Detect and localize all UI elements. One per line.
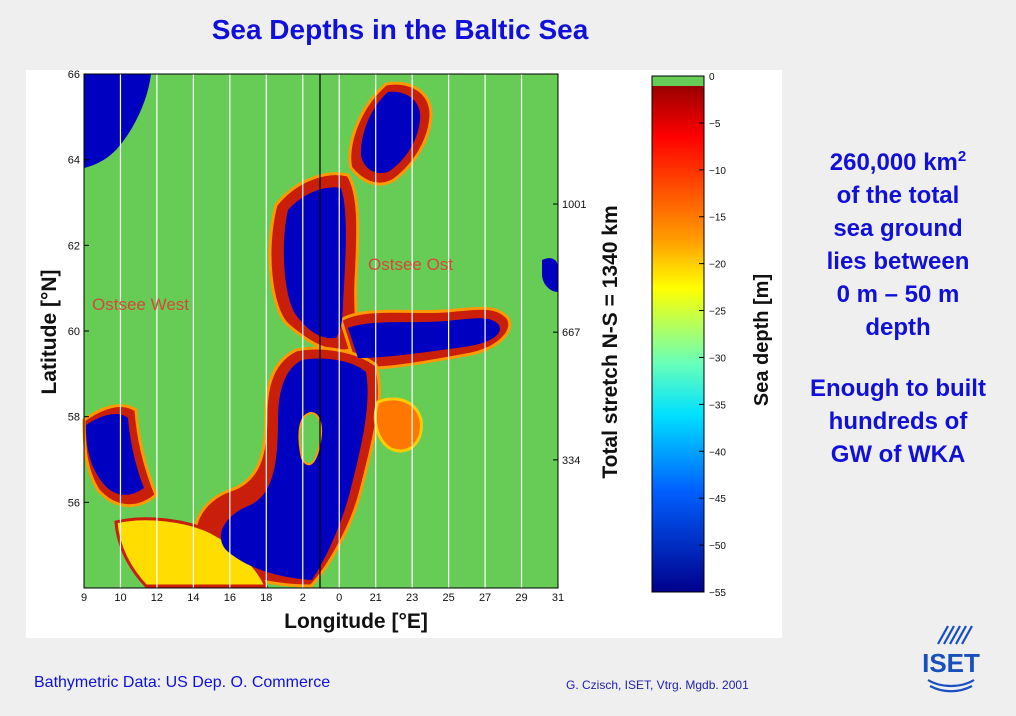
x-tick-label: 9 (81, 592, 87, 604)
bothnian-sea-deep (283, 187, 346, 339)
colorbar-tick-label: −30 (709, 353, 726, 364)
baltic-proper-deep (220, 358, 368, 580)
colorbar-tick-label: −10 (709, 166, 726, 177)
x-tick-label: 31 (552, 592, 564, 604)
colorbar-tick-label: −25 (709, 307, 726, 318)
logo-text: ISET (922, 648, 980, 678)
capacity-note: Enough to built hundreds of GW of WKA (790, 372, 1006, 471)
colorbar-tick-label: −5 (709, 119, 721, 130)
colorbar-tick-label: −20 (709, 260, 726, 271)
northeast-sea-deep (542, 258, 558, 292)
note-line-1: Enough to built (810, 375, 986, 402)
x-tick-label: 10 (114, 592, 126, 604)
colorbar-ticks: 0 −5 −10 −15 −20 −25 −30 −35 −40 −45 −50 −55 (699, 72, 726, 599)
colorbar-tick-label: −55 (709, 588, 726, 599)
region-label-west: Ostsee West (92, 295, 189, 314)
colorbar (652, 86, 704, 592)
y-tick-label: 56 (68, 497, 80, 509)
x-axis-label: Longitude [°E] (284, 610, 428, 633)
colorbar-frame (651, 75, 705, 593)
x-tick-label: 0 (336, 592, 342, 604)
colorbar-tick-label: −45 (709, 494, 726, 505)
x-tick-label: 21 (370, 592, 382, 604)
chart-panel: 66 64 62 60 58 56 9 10 12 14 16 18 2 0 21 23 25 27 29 31 1… (26, 69, 782, 638)
y-tick-label: 64 (68, 155, 80, 167)
x-tick-label: 12 (151, 592, 163, 604)
area-line-1: 260,000 km2 (829, 148, 967, 176)
stretch-axis-label: Total stretch N-S = 1340 km (599, 205, 622, 478)
page-title: Sea Depths in the Baltic Sea (211, 14, 589, 45)
x-tick-label: 18 (260, 592, 272, 604)
x-tick-label: 2 (300, 592, 306, 604)
area-line-2: of the total (836, 182, 960, 209)
credit-line: G. Czisch, ISET, Vtrg. Mgdb. 2001 (566, 678, 749, 692)
stretch-ticks: 1001 667 334 (553, 199, 586, 467)
y-tick-label: 58 (68, 412, 80, 424)
area-line-4: lies between (826, 248, 970, 275)
gulf-finland-deep (348, 318, 500, 358)
x-tick-label: 29 (515, 592, 527, 604)
y-tick-label: 60 (68, 326, 80, 338)
colorbar-tick-label: −15 (709, 213, 726, 224)
map-gridlines (119, 74, 523, 588)
area-statement: 260,000 km2 of the total sea ground lies… (790, 140, 1006, 344)
colorbar-land-swatch (652, 76, 704, 86)
longitude-ticks: 9 10 12 14 16 18 2 0 21 23 25 27 29 31 (81, 592, 564, 604)
area-line-5: 0 m – 50 m (836, 281, 960, 308)
colorbar-tick-label: −50 (709, 541, 726, 552)
gotland-island (298, 412, 322, 466)
x-tick-label: 14 (187, 592, 199, 604)
northwest-sea-deep (84, 74, 151, 168)
colorbar-tick-label: 0 (709, 72, 715, 83)
logo-stripes-icon (927, 625, 975, 693)
stretch-tick-label: 1001 (562, 199, 586, 211)
stretch-tick-label: 667 (562, 327, 580, 339)
colorbar-label: Sea depth [m] (751, 274, 773, 406)
y-axis-label: Latitude [°N] (38, 269, 61, 394)
data-source: Bathymetric Data: US Dep. O. Commerce (34, 674, 331, 691)
area-line-3: sea ground (833, 215, 963, 242)
kattegat-deep (86, 414, 144, 495)
y-tick-label: 66 (68, 70, 80, 81)
riga-gulf-shallow (373, 397, 423, 453)
x-tick-label: 27 (479, 592, 491, 604)
note-line-2: hundreds of (828, 408, 968, 435)
stretch-tick-label: 334 (562, 455, 580, 467)
iset-logo: ISET (922, 625, 980, 693)
y-tick-label: 62 (68, 240, 80, 252)
region-label-east: Ostsee Ost (368, 255, 453, 274)
latitude-ticks: 66 64 62 60 58 56 (68, 69, 89, 509)
x-tick-label: 25 (442, 592, 454, 604)
note-line-3: GW of WKA (830, 441, 966, 468)
x-tick-label: 23 (406, 592, 418, 604)
area-line-6: depth (865, 314, 931, 341)
colorbar-tick-label: −35 (709, 400, 726, 411)
colorbar-tick-label: −40 (709, 447, 726, 458)
x-tick-label: 16 (224, 592, 236, 604)
